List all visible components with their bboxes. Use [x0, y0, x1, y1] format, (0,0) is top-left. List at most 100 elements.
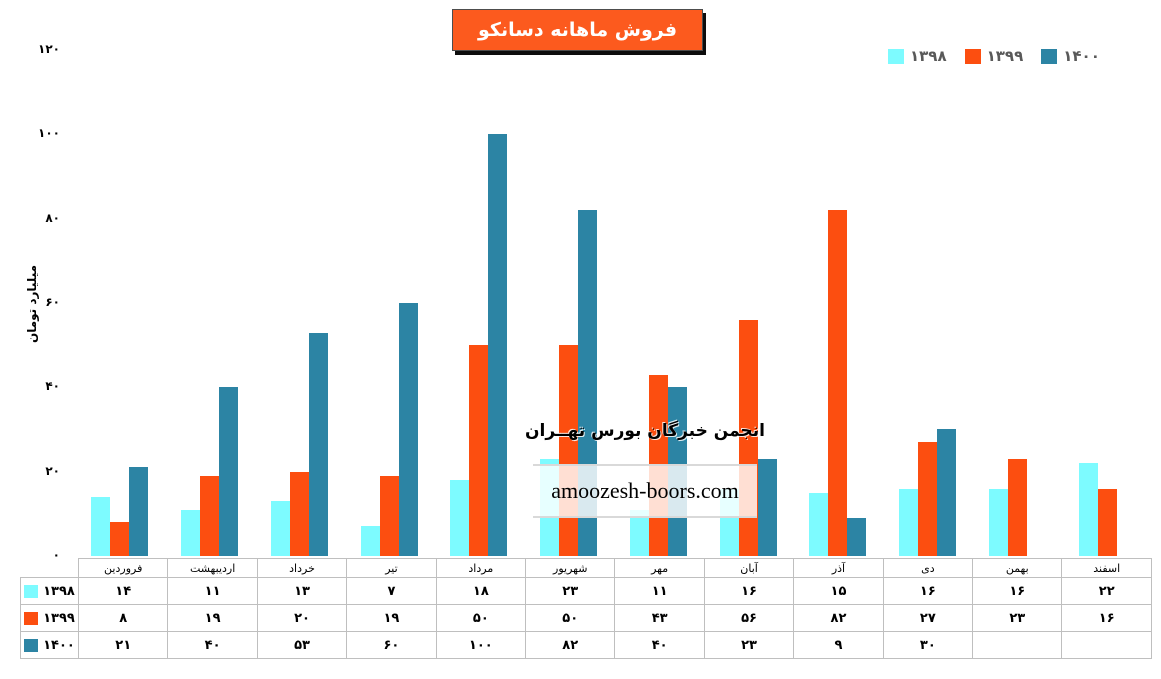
bar-۱۳۹۹-تیر — [379, 476, 399, 556]
bar-۱۳۹۹-خرداد — [289, 472, 309, 556]
bar-slot — [918, 50, 938, 556]
table-cell-۱۳۹۹-بهمن: ۲۳ — [972, 604, 1063, 632]
bar-slot — [488, 50, 508, 556]
table-cell-۱۳۹۸-خرداد: ۱۳ — [256, 577, 348, 605]
bar-slot — [847, 50, 867, 556]
bar-۱۳۹۹-مرداد — [469, 345, 489, 556]
table-cell-۱۳۹۸-مرداد: ۱۸ — [435, 577, 527, 605]
table-cell-۱۴۰۰-بهمن — [972, 631, 1063, 659]
legend-item-۱۳۹۹: ۱۳۹۹ — [964, 47, 1023, 65]
bar-۱۳۹۸-اردیبهشت — [181, 510, 201, 556]
bar-۱۴۰۰-دی — [937, 429, 957, 556]
row-swatch-icon — [24, 638, 39, 652]
y-tick-label-0: ۰ — [52, 548, 60, 562]
month-header-اردیبهشت: اردیبهشت — [167, 558, 258, 578]
bar-group-خرداد — [255, 50, 345, 556]
table-row-۱۴۰۰: ۱۴۰۰ ۲۱ ۴۰ ۵۳ ۶۰ ۱۰۰ ۸۲ ۴۰ ۲۳ ۹ ۳۰ — [20, 631, 1152, 659]
table-cell-۱۴۰۰-مرداد: ۱۰۰ — [435, 631, 527, 659]
table-cell-۱۳۹۸-اسفند: ۲۲ — [1061, 577, 1152, 605]
table-cell-۱۳۹۸-شهریور: ۲۳ — [525, 577, 616, 605]
table-row-۱۳۹۹: ۱۳۹۹ ۸ ۱۹ ۲۰ ۱۹ ۵۰ ۵۰ ۴۳ ۵۶ ۸۲ ۲۷ ۲۳ ۱۶ — [20, 604, 1152, 632]
row-year-label: ۱۳۹۸ — [43, 583, 75, 599]
bar-slot — [757, 50, 777, 556]
table-cell-۱۳۹۸-فروردین: ۱۴ — [77, 577, 169, 605]
bar-slot — [828, 50, 848, 556]
y-tick-label-40: ۴۰ — [45, 379, 60, 394]
row-swatch-icon — [24, 611, 39, 625]
table-row-۱۳۹۸: ۱۳۹۸ ۱۴ ۱۱ ۱۳ ۷ ۱۸ ۲۳ ۱۱ ۱۶ ۱۵ ۱۶ ۱۶ ۲۲ — [20, 577, 1152, 605]
bar-group-دی — [883, 50, 973, 556]
bar-۱۳۹۹-بهمن — [1007, 459, 1027, 556]
chart-legend: ۱۳۹۸ ۱۳۹۹ ۱۴۰۰ — [888, 44, 1100, 68]
bar-۱۳۹۹-فروردین — [110, 522, 130, 556]
bar-slot — [91, 50, 111, 556]
table-cell-۱۳۹۸-اردیبهشت: ۱۱ — [167, 577, 258, 605]
table-corner-cell — [21, 559, 79, 578]
month-header-مهر: مهر — [614, 558, 705, 578]
bar-۱۳۹۹-اسفند — [1097, 489, 1117, 556]
legend-label: ۱۳۹۸ — [910, 47, 947, 65]
bar-۱۴۰۰-فروردین — [129, 467, 149, 556]
table-cell-۱۴۰۰-شهریور: ۸۲ — [525, 631, 616, 659]
y-tick-label-100: ۱۰۰ — [38, 126, 60, 141]
legend-label: ۱۴۰۰ — [1063, 47, 1100, 65]
table-cell-۱۳۹۸-بهمن: ۱۶ — [972, 577, 1063, 605]
bar-slot — [129, 50, 149, 556]
bar-slot — [937, 50, 957, 556]
y-tick-label-60: ۶۰ — [45, 295, 60, 309]
legend-swatch-icon — [888, 48, 904, 64]
month-header-آبان: آبان — [703, 558, 795, 578]
watermark-box: amoozesh-boors.com — [533, 464, 757, 518]
table-cell-۱۴۰۰-خرداد: ۵۳ — [256, 631, 348, 659]
table-cell-۱۳۹۹-شهریور: ۵۰ — [525, 604, 616, 632]
legend-item-۱۳۹۸: ۱۳۹۸ — [888, 47, 947, 65]
month-header-فروردین: فروردین — [77, 558, 169, 578]
bar-group-بهمن — [973, 50, 1063, 556]
bar-slot — [379, 50, 399, 556]
bar-slot — [1027, 50, 1046, 556]
bar-slot — [629, 50, 649, 556]
bar-group-اردیبهشت — [165, 50, 255, 556]
bar-group-مرداد — [434, 50, 524, 556]
table-cell-۱۳۹۹-مرداد: ۵۰ — [435, 604, 527, 632]
bar-slot — [899, 50, 919, 556]
table-cell-۱۴۰۰-دی: ۳۰ — [882, 631, 974, 659]
bar-۱۳۹۸-آذر — [809, 493, 829, 556]
bar-۱۳۹۹-آذر — [828, 210, 848, 556]
data-table: فروردین اردیبهشت خرداد تیر مرداد شهریور مهر آبا… — [20, 558, 1152, 659]
bar-slot — [289, 50, 309, 556]
y-tick-label-20: ۲۰ — [45, 463, 60, 478]
table-cell-۱۳۹۹-خرداد: ۲۰ — [256, 604, 348, 632]
y-tick-label-80: ۸۰ — [45, 210, 60, 225]
table-cell-۱۳۹۸-آبان: ۱۶ — [703, 577, 795, 605]
table-cell-۱۳۹۹-اردیبهشت: ۱۹ — [167, 604, 258, 632]
bar-slot — [398, 50, 418, 556]
month-header-تیر: تیر — [346, 558, 437, 578]
month-header-مرداد: مرداد — [435, 558, 527, 578]
bar-۱۳۹۹-دی — [918, 442, 938, 556]
watermark-site-text: amoozesh-boors.com — [551, 478, 739, 503]
month-header-خرداد: خرداد — [256, 558, 348, 578]
table-cell-۱۴۰۰-آبان: ۲۳ — [703, 631, 795, 659]
y-axis-tick-labels: ۰ ۲۰ ۴۰ ۶۰ ۸۰ ۱۰۰ ۱۲۰ — [0, 42, 62, 562]
bar-۱۴۰۰-آذر — [847, 518, 867, 556]
month-header-آذر: آذر — [793, 558, 884, 578]
bar-slot — [1078, 50, 1098, 556]
row-header-۱۳۹۹: ۱۳۹۹ — [20, 604, 79, 632]
bar-۱۳۹۸-بهمن — [988, 489, 1008, 556]
row-year-label: ۱۴۰۰ — [43, 637, 75, 653]
bar-۱۴۰۰-اردیبهشت — [219, 387, 239, 556]
row-swatch-icon — [24, 584, 39, 598]
table-cell-۱۳۹۹-مهر: ۴۳ — [614, 604, 705, 632]
bar-group-آذر — [793, 50, 883, 556]
chart-title: فروش ماهانه دسانکو — [452, 9, 703, 51]
table-cell-۱۳۹۸-دی: ۱۶ — [882, 577, 974, 605]
bar-۱۳۹۸-مرداد — [450, 480, 470, 556]
table-cell-۱۳۹۹-اسفند: ۱۶ — [1061, 604, 1152, 632]
table-cell-۱۳۹۹-آبان: ۵۶ — [703, 604, 795, 632]
month-header-دی: دی — [882, 558, 974, 578]
bar-slot — [1117, 50, 1136, 556]
bar-group-تیر — [344, 50, 434, 556]
table-cell-۱۴۰۰-اسفند — [1061, 631, 1152, 659]
bar-۱۴۰۰-آبان — [757, 459, 777, 556]
